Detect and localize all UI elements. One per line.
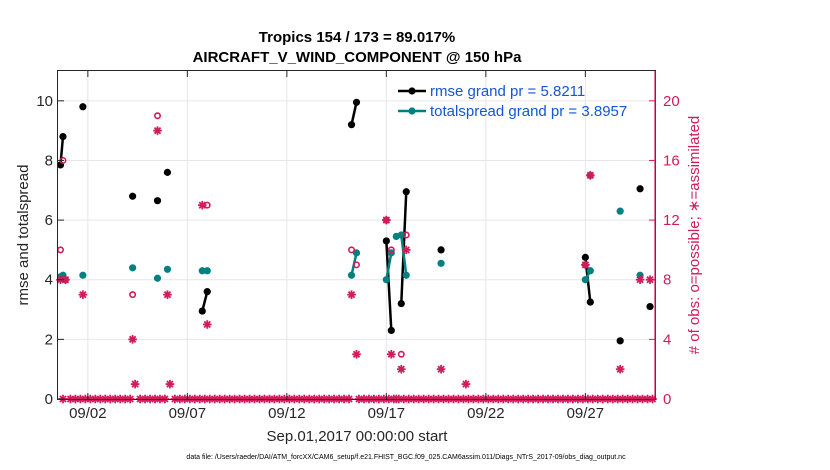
chart-subtitle: AIRCRAFT_V_WIND_COMPONENT @ 150 hPa	[193, 49, 523, 66]
totalspread-point	[198, 267, 206, 275]
rmse-line-segment	[385, 240, 393, 331]
obs-possible-marker	[352, 261, 360, 269]
obs-assimilated-marker	[202, 320, 212, 329]
rmse-point	[402, 188, 410, 196]
x-tick-label: 09/02	[69, 405, 107, 422]
y-axis-right-label: # of obs: o=possible; ∗=assimilated	[686, 116, 703, 355]
obs-possible-marker	[129, 291, 137, 299]
y-tick-label: 8	[45, 152, 53, 169]
obs-possible-marker	[387, 246, 395, 254]
rmse-point	[437, 246, 445, 254]
obs-assimilated-marker	[347, 290, 356, 299]
rmse-point	[387, 326, 395, 335]
obs-assimilated-marker	[396, 364, 406, 374]
rmse-point	[397, 299, 405, 308]
y-tick-label: 10	[36, 93, 53, 110]
totalspread-point	[397, 231, 405, 239]
y-right-tick-label: 20	[663, 93, 680, 110]
x-axis-label: Sep.01,2017 00:00:00 start	[267, 428, 449, 445]
obs-possible-marker	[402, 231, 410, 239]
obs-assimilated-marker	[387, 349, 396, 359]
x-tick-label: 09/17	[368, 405, 406, 422]
obs-possible-marker	[581, 261, 589, 269]
x-tick-label: 09/27	[567, 405, 605, 422]
x-axis: 09/02 09/07 09/12 09/17 09/22 09/27	[69, 71, 604, 422]
totalspread-point	[437, 259, 445, 267]
obs-possible-marker	[154, 112, 162, 120]
y-right-tick-label: 4	[663, 331, 671, 348]
rmse-point	[203, 288, 211, 296]
y-right-tick-label: 8	[663, 272, 671, 289]
totalspread-point	[581, 276, 589, 284]
rmse-point	[59, 133, 67, 141]
legend-spread-label: totalspread grand pr = 3.8957	[430, 103, 627, 120]
obs-assimilated-marker	[153, 126, 162, 135]
x-tick-label: 09/22	[467, 405, 505, 422]
obs-assimilated-marker	[461, 379, 471, 389]
obs-possible-marker	[397, 350, 405, 358]
obs-assimilated-marker	[615, 364, 625, 374]
legend: rmse grand pr = 5.8211 totalspread grand…	[398, 83, 627, 120]
chart-title: Tropics 154 / 173 = 89.017%	[259, 29, 455, 46]
rmse-point	[586, 298, 594, 306]
rmse-point	[581, 253, 589, 261]
obs-assimilated-marker	[436, 364, 446, 374]
y-axis-right: 0 4 8 12 16 20	[649, 71, 680, 408]
totalspread-point	[402, 271, 410, 279]
totalspread-line-segment	[385, 252, 393, 280]
plot-series	[56, 98, 654, 345]
rmse-point	[79, 103, 87, 111]
obs-assimilated-marker	[163, 290, 172, 299]
data-file-footnote: data file: /Users/raeder/DAI/ATM_forcXX/…	[186, 454, 626, 461]
totalspread-point	[586, 267, 594, 275]
rmse-point	[347, 121, 356, 129]
rmse-point	[352, 98, 361, 106]
totalspread-point	[153, 274, 162, 282]
obs-assimilated-marker	[635, 275, 645, 285]
legend-rmse-marker	[408, 87, 416, 95]
totalspread-point	[347, 271, 356, 279]
obs-assimilated-marker	[352, 349, 361, 359]
totalspread-point	[382, 276, 390, 284]
obs-possible-marker	[203, 201, 211, 209]
obs-assimilated-marker	[165, 379, 175, 389]
rmse-point	[616, 337, 624, 345]
rmse-point	[382, 237, 390, 245]
totalspread-point	[79, 271, 87, 279]
y-tick-label: 0	[45, 391, 53, 408]
y-right-tick-label: 0	[663, 391, 671, 408]
rmse-point	[636, 185, 644, 193]
legend-rmse-label: rmse grand pr = 5.8211	[430, 83, 585, 100]
obs-assimilated-marker	[197, 200, 207, 210]
y-right-tick-label: 16	[663, 152, 680, 169]
totalspread-point	[616, 207, 624, 215]
totalspread-point	[129, 264, 137, 272]
x-tick-label: 09/07	[169, 405, 207, 422]
rmse-point	[646, 302, 654, 311]
y-tick-label: 6	[45, 212, 53, 229]
obs-assimilated-marker	[401, 245, 411, 255]
y-tick-label: 2	[45, 331, 53, 348]
rmse-line-segment	[350, 102, 358, 125]
totalspread-point	[163, 265, 172, 273]
obs-assimilated-marker	[78, 290, 88, 299]
rmse-point	[198, 307, 206, 315]
rmse-point	[163, 168, 172, 176]
obs-assimilated-marker	[128, 335, 137, 344]
totalspread-point	[203, 267, 211, 275]
y-right-tick-label: 12	[663, 212, 680, 229]
rmse-point	[129, 192, 137, 200]
y-axis-label: rmse and totalspread	[15, 165, 32, 306]
rmse-point	[153, 197, 162, 205]
legend-spread-marker	[408, 107, 416, 115]
obs-assimilated-marker	[130, 379, 140, 389]
y-tick-label: 4	[45, 272, 53, 289]
x-tick-label: 09/12	[268, 405, 306, 422]
obs-possible-marker	[586, 171, 594, 179]
obs-possible-marker	[348, 246, 356, 254]
obs-possible-marker	[382, 216, 390, 224]
y-axis-left: 0 2 4 6 8 10	[36, 93, 64, 408]
